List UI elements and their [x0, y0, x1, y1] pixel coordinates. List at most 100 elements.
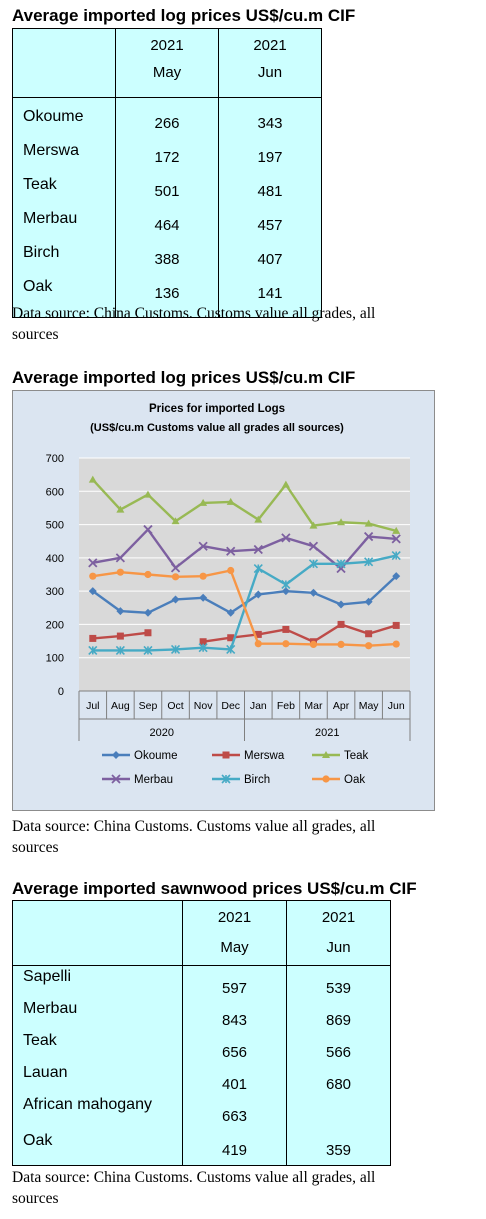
data-point	[391, 534, 401, 544]
chart-title: Prices for imported Logs	[149, 403, 285, 415]
legend-entry: Teak	[312, 750, 369, 762]
x-tick-label: Apr	[333, 700, 350, 712]
species-name: Oak	[23, 278, 53, 295]
header-year: 2021	[217, 909, 252, 926]
table-header-row: 2021 May 2021 Jun	[12, 900, 391, 966]
source-line: sources	[12, 326, 59, 343]
data-point	[226, 644, 236, 654]
header-year: 2021	[150, 37, 184, 54]
species-name: Okoume	[23, 108, 84, 125]
header-month: May	[152, 64, 182, 81]
legend-entry: Birch	[212, 774, 270, 786]
data-point	[116, 632, 124, 640]
chart-section-title: Average imported log prices US$/cu.m CIF	[12, 368, 356, 387]
y-tick-label: 600	[46, 486, 64, 498]
may-column: 266 172 501 464 388 136	[115, 97, 219, 318]
x-tick-label: Jul	[86, 700, 99, 712]
data-point	[337, 518, 346, 526]
source-line: sources	[12, 839, 59, 856]
price-value: 501	[154, 183, 180, 200]
price-value: 663	[221, 1108, 248, 1125]
data-point	[88, 645, 98, 655]
data-point	[281, 480, 290, 488]
series-group	[88, 475, 401, 655]
header-year: 2021	[253, 37, 287, 54]
data-point	[227, 566, 235, 575]
price-value: 141	[257, 285, 283, 302]
y-tick-label: 500	[46, 520, 64, 532]
y-tick-label: 300	[46, 586, 64, 598]
data-point	[222, 751, 230, 759]
data-point	[281, 587, 290, 596]
x-tick-label: Aug	[111, 700, 130, 712]
jun-column: 539 869 566 680 359	[286, 965, 391, 1166]
data-point-stroke	[198, 541, 208, 551]
price-value: 843	[221, 1012, 248, 1029]
price-value: 597	[221, 980, 248, 997]
sawnwood-price-table: 2021 May 2021 Jun Sapelli Merbau Teak La…	[12, 900, 391, 1166]
data-point	[364, 557, 374, 567]
data-point	[144, 570, 152, 579]
price-value: 457	[257, 217, 283, 234]
data-point	[116, 505, 125, 513]
header-may-cell: 2021 May	[115, 28, 219, 98]
data-point	[254, 590, 263, 599]
legend-label: Merbau	[134, 774, 173, 786]
data-point-stroke	[226, 546, 236, 556]
price-value: 343	[257, 115, 283, 132]
data-point	[170, 644, 181, 654]
price-value: 680	[325, 1076, 352, 1093]
source-line: Data source: China Customs. Customs valu…	[12, 1169, 376, 1186]
data-point	[337, 600, 346, 609]
y-tick-label: 700	[46, 453, 64, 465]
header-month: Jun	[326, 939, 351, 956]
price-value: 401	[221, 1076, 248, 1093]
data-point-stroke	[88, 558, 98, 568]
gridlines	[79, 457, 410, 659]
series-line	[92, 575, 398, 614]
y-axis-ticks: 0 100 200 300 400 500 600 700	[46, 453, 64, 698]
header-month: Jun	[257, 64, 283, 81]
may-column: 597 843 656 401 663 419	[182, 965, 287, 1166]
data-point	[392, 526, 401, 534]
sawn-table-source: Data source: China Customs. Customs valu…	[12, 1167, 477, 1209]
data-point	[143, 524, 153, 535]
x-tick-label: Oct	[167, 700, 183, 712]
data-point	[337, 640, 345, 648]
data-point-stroke	[253, 544, 263, 555]
series-line	[92, 569, 397, 647]
jun-column: 343 197 481 457 407 141	[218, 97, 322, 318]
data-point	[116, 568, 124, 576]
source-line: sources	[12, 1190, 59, 1207]
data-point	[88, 587, 97, 596]
x-tick-label: Jan	[250, 700, 267, 712]
log-price-line-chart: Prices for imported Logs (US$/cu.m Custo…	[12, 390, 435, 811]
y-tick-label: 0	[58, 686, 64, 698]
data-point	[89, 572, 97, 580]
data-point-stroke	[115, 553, 126, 563]
data-point	[226, 546, 236, 556]
series-birch	[88, 550, 401, 655]
legend-label: Teak	[344, 750, 369, 762]
data-point	[111, 774, 121, 784]
series-line	[91, 478, 397, 533]
species-name: African mahogany	[23, 1096, 152, 1113]
x-tick-label: Feb	[277, 700, 295, 712]
data-point-stroke	[143, 524, 153, 535]
data-point	[364, 597, 373, 606]
data-point	[199, 572, 207, 580]
y-tick-label: 200	[46, 619, 64, 631]
data-point	[143, 490, 152, 498]
series-oak	[89, 566, 400, 650]
data-point	[253, 544, 263, 555]
header-may-cell: 2021 May	[182, 900, 287, 966]
price-value: 481	[257, 183, 283, 200]
data-point	[171, 573, 180, 581]
data-point	[282, 625, 290, 633]
x-tick-label: Mar	[304, 700, 323, 712]
data-point	[363, 531, 374, 542]
header-jun-cell: 2021 Jun	[286, 900, 391, 966]
data-point	[116, 607, 125, 616]
price-value: 464	[154, 217, 180, 234]
species-name: Lauan	[23, 1064, 68, 1081]
